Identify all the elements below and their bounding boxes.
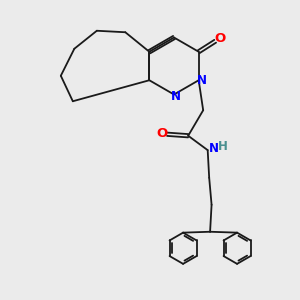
Text: N: N [209,142,219,155]
Text: N: N [197,74,207,87]
Text: O: O [156,127,167,140]
Text: N: N [170,90,181,104]
Text: H: H [218,140,228,153]
Text: O: O [215,32,226,45]
